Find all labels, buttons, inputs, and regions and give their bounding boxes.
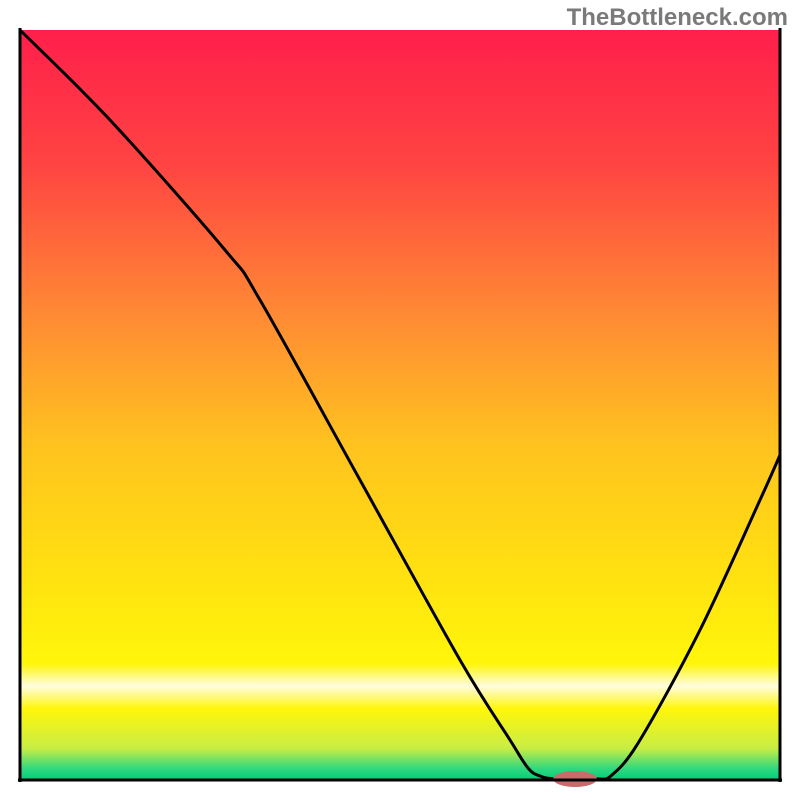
watermark-text: TheBottleneck.com xyxy=(567,4,788,32)
chart-canvas xyxy=(0,0,800,800)
gradient-plot-area xyxy=(20,30,780,780)
